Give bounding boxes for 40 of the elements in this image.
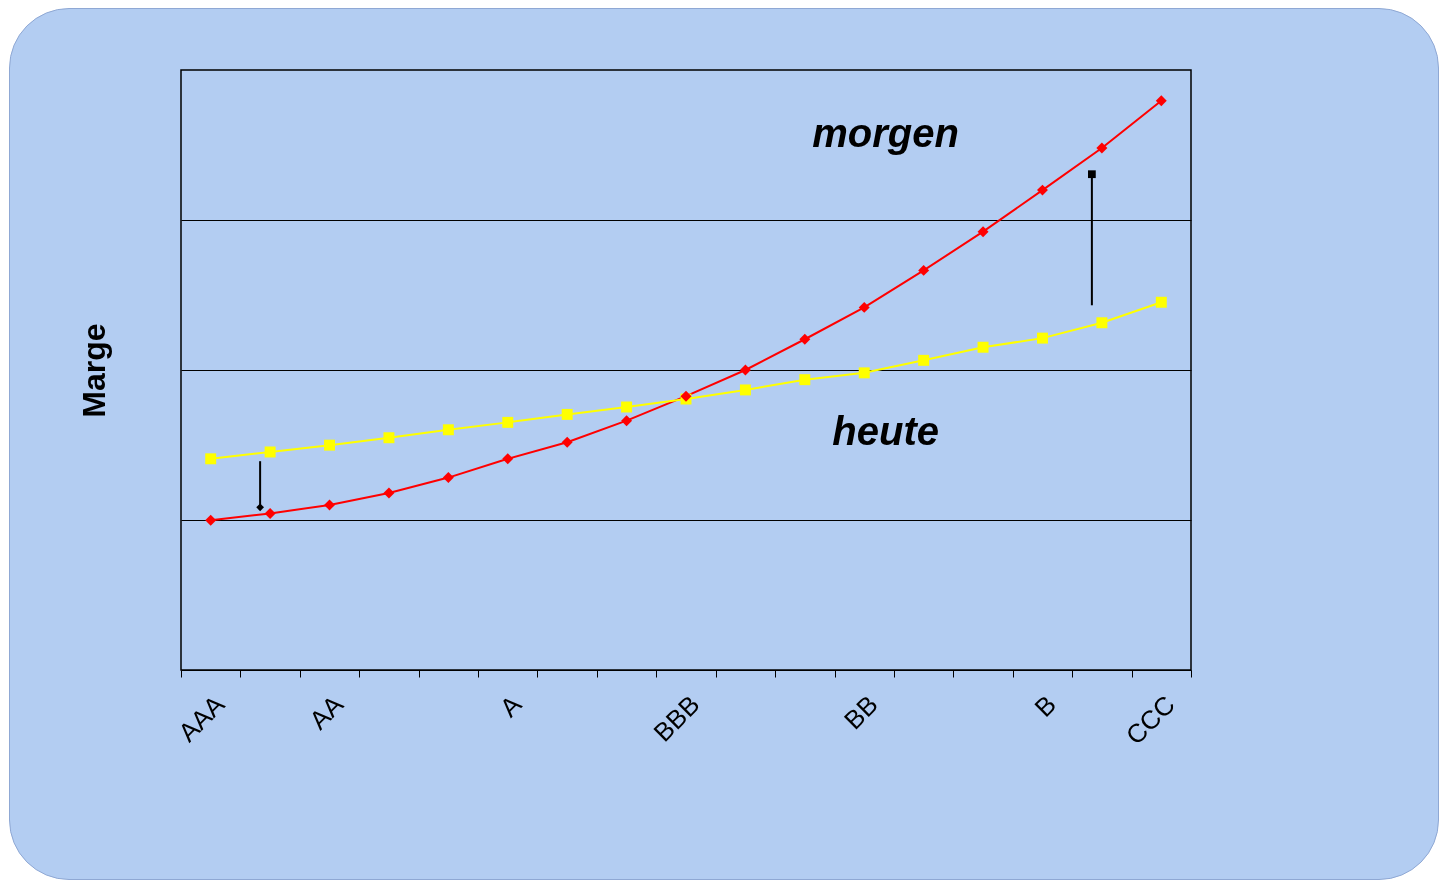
- point: [1096, 317, 1108, 329]
- point: [621, 415, 633, 427]
- point: [205, 514, 217, 526]
- point: [1155, 296, 1167, 308]
- series-label: heute: [832, 409, 939, 454]
- point: [1096, 142, 1108, 154]
- point: [442, 424, 454, 436]
- x-tick-label: AA: [303, 688, 350, 736]
- point: [264, 446, 276, 458]
- x-tick-label: AAA: [172, 688, 231, 748]
- point: [977, 226, 989, 238]
- point: [858, 301, 870, 313]
- point: [561, 408, 573, 420]
- point: [918, 264, 930, 276]
- point: [264, 507, 276, 519]
- point: [561, 436, 573, 448]
- point: [739, 364, 751, 376]
- point: [977, 341, 989, 353]
- y-axis-title: Marge: [75, 323, 112, 418]
- point: [1155, 95, 1167, 107]
- point: [205, 453, 217, 465]
- point: [324, 499, 336, 511]
- x-tick-label: B: [1028, 689, 1063, 723]
- point: [502, 453, 514, 465]
- point: [1036, 184, 1048, 196]
- point: [621, 401, 633, 413]
- point: [739, 384, 751, 396]
- point: [858, 367, 870, 379]
- point: [324, 439, 336, 451]
- x-tick-label: A: [493, 688, 528, 723]
- point: [442, 472, 454, 484]
- series-label: morgen: [812, 110, 959, 155]
- x-tick-label: BB: [838, 689, 884, 736]
- point: [799, 333, 811, 345]
- point: [918, 354, 930, 366]
- point: [1036, 332, 1048, 344]
- point: [383, 432, 395, 444]
- point: [799, 374, 811, 386]
- point: [383, 487, 395, 499]
- point: [502, 416, 514, 428]
